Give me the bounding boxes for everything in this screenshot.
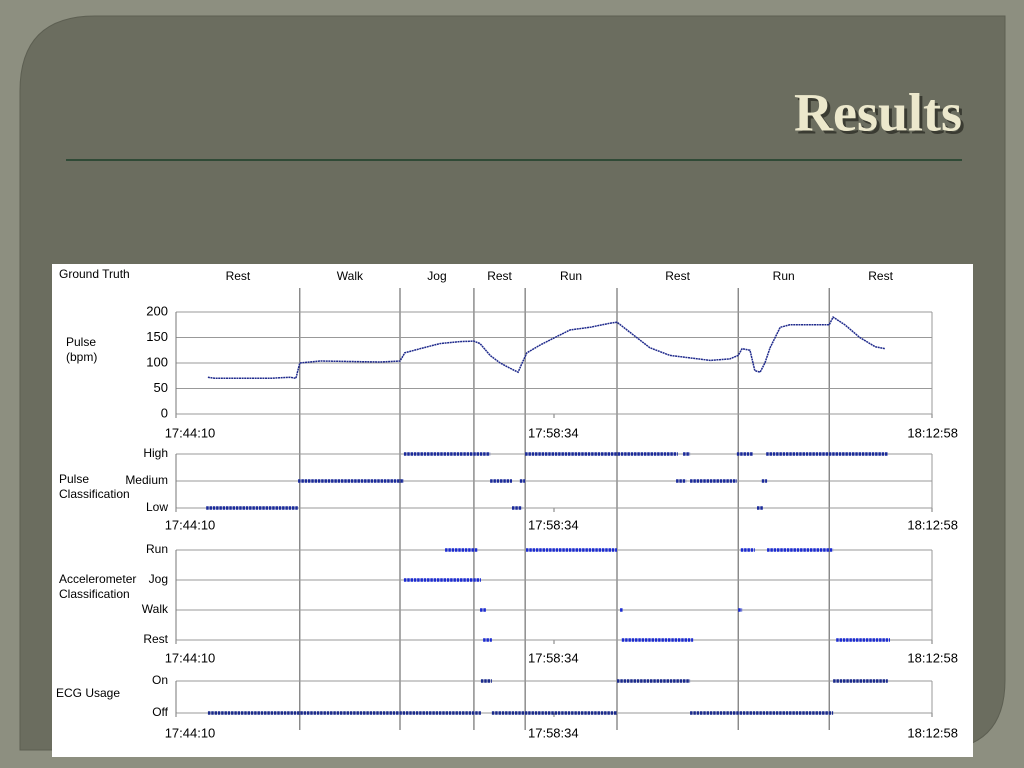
ground-truth-segment: Walk [337, 269, 364, 283]
panel-label: ECG Usage [56, 686, 120, 700]
level-label: Off [152, 705, 168, 719]
x-tick-label: 17:44:10 [165, 517, 216, 532]
x-tick-label: 17:58:34 [528, 517, 579, 532]
x-tick-label: 18:12:58 [907, 425, 958, 440]
x-tick-label: 17:58:34 [528, 425, 579, 440]
y-tick-label: 50 [154, 380, 168, 395]
y-tick-label: 0 [161, 405, 168, 420]
x-tick-label: 17:58:34 [528, 650, 579, 665]
level-label: On [152, 673, 168, 687]
x-tick-label: 18:12:58 [907, 725, 958, 740]
level-label: High [143, 446, 168, 460]
title: Results [794, 82, 962, 142]
level-label: Low [146, 500, 168, 514]
y-tick-label: 150 [146, 329, 168, 344]
panel-label: Pulse [66, 335, 96, 349]
pulse-line [207, 316, 886, 380]
ground-truth-segment: Run [773, 269, 795, 283]
panel-label: Classification [59, 587, 130, 601]
x-tick-label: 17:44:10 [165, 650, 216, 665]
title-shadow: Results [797, 85, 965, 145]
x-tick-label: 18:12:58 [907, 517, 958, 532]
y-tick-label: 200 [146, 303, 168, 318]
ground-truth-label: Ground Truth [59, 267, 130, 281]
x-tick-label: 17:44:10 [165, 425, 216, 440]
level-label: Walk [142, 602, 169, 616]
ground-truth-segment: Jog [427, 269, 446, 283]
ground-truth-segment: Rest [665, 269, 690, 283]
x-tick-label: 17:58:34 [528, 725, 579, 740]
figure-background [52, 264, 973, 757]
x-tick-label: 17:44:10 [165, 725, 216, 740]
level-label: Jog [149, 572, 168, 586]
level-label: Medium [125, 473, 168, 487]
level-label: Run [146, 542, 168, 556]
ground-truth-segment: Rest [226, 269, 251, 283]
ground-truth-segment: Rest [487, 269, 512, 283]
x-tick-label: 18:12:58 [907, 650, 958, 665]
panel-label: Pulse [59, 472, 89, 486]
panel-label: (bpm) [66, 350, 97, 364]
ground-truth-segment: Rest [868, 269, 893, 283]
y-tick-label: 100 [146, 354, 168, 369]
panel-label: Classification [59, 487, 130, 501]
ground-truth-segment: Run [560, 269, 582, 283]
level-label: Rest [143, 632, 168, 646]
panel-label: Accelerometer [59, 572, 136, 586]
